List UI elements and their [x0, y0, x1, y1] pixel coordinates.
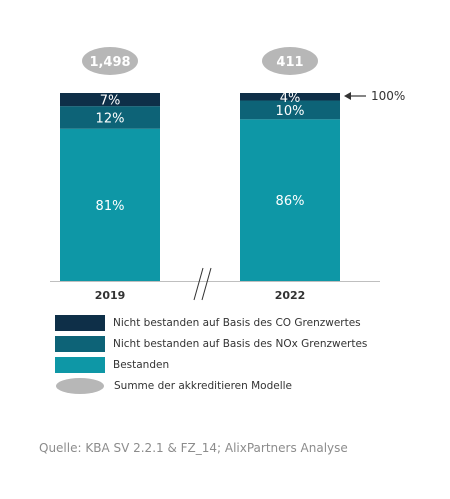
x-tick-label-2022: 2022	[275, 289, 306, 302]
legend-swatch-nox	[55, 335, 105, 352]
stacked-bar-chart: 81% 12% 7% 2019 1,498 86% 10%4% 2022 411 100%	[50, 47, 405, 302]
legend-item-total: Summe der akkreditieren Modelle	[55, 375, 367, 396]
bar-segment-2022-2	[240, 93, 340, 101]
total-label-2022: 411	[276, 55, 303, 70]
legend-item-co: Nicht bestanden auf Basis des CO Grenzwe…	[55, 312, 367, 333]
data-label-2022-2: 4%	[280, 91, 301, 106]
bar-segment-2019-2	[60, 93, 160, 107]
x-tick-label-2019: 2019	[95, 289, 126, 302]
axis-break-mark-1	[193, 267, 204, 301]
source-note: Quelle: KBA SV 2.2.1 & FZ_14; AlixPartne…	[39, 441, 348, 455]
bar-segment-2019-1	[60, 106, 160, 129]
total-bubble-2022	[262, 47, 318, 75]
legend-item-passed: Bestanden	[55, 354, 367, 375]
annotation-label: 100%	[371, 89, 405, 103]
legend-swatch-total	[56, 377, 104, 394]
data-label-2022-0: 86%	[276, 194, 305, 209]
bar-segment-2022-1	[240, 100, 340, 120]
legend-item-nox: Nicht bestanden auf Basis des NOx Grenzw…	[55, 333, 367, 354]
total-bubble-2019	[82, 47, 138, 75]
legend-label-co: Nicht bestanden auf Basis des CO Grenzwe…	[113, 316, 361, 329]
annotation-arrow-head	[344, 92, 351, 100]
bar-segment-2019-0	[60, 128, 160, 281]
axis-break-mark-2	[201, 267, 212, 301]
legend-swatch-passed	[55, 356, 105, 373]
legend-label-passed: Bestanden	[113, 358, 170, 371]
data-label-2019-0: 81%	[96, 199, 125, 214]
data-label-2022-1: 10%	[276, 104, 305, 119]
legend-label-nox: Nicht bestanden auf Basis des NOx Grenzw…	[113, 337, 368, 350]
legend-label-total: Summe der akkreditieren Modelle	[114, 379, 293, 392]
bar-segment-2022-0	[240, 119, 340, 281]
legend-swatch-co	[55, 314, 105, 331]
data-label-2019-1: 12%	[96, 111, 125, 126]
total-label-2019: 1,498	[89, 55, 130, 70]
data-label-2019-2: 7%	[100, 94, 121, 109]
legend: Nicht bestanden auf Basis des CO Grenzwe…	[55, 312, 367, 396]
